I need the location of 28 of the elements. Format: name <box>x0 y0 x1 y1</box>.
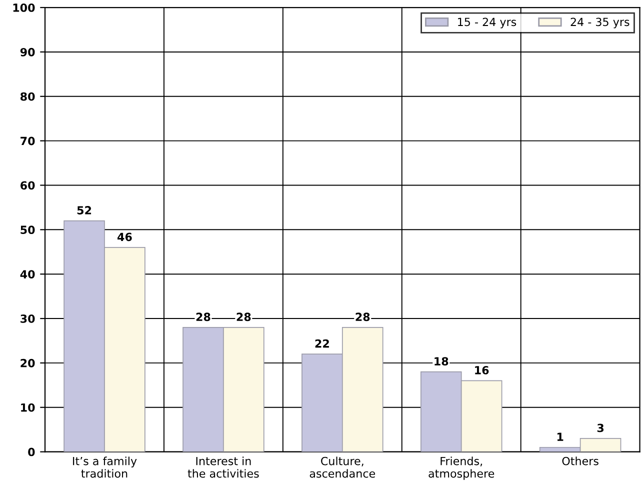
y-tick-label: 30 <box>20 314 35 323</box>
legend-label: 24 - 35 yrs <box>570 18 630 28</box>
y-tick-label: 60 <box>20 181 35 190</box>
x-tick-label: Friends, atmosphere <box>428 456 494 480</box>
y-tick-label: 20 <box>20 358 35 368</box>
y-tick-label: 70 <box>20 136 35 146</box>
y-tick-label: 40 <box>20 270 35 278</box>
legend-label: 15 - 24 yrs <box>458 18 516 28</box>
y-tick-label: 50 <box>20 226 35 234</box>
x-tick-label: Interest in the activities <box>188 456 259 478</box>
data-label: 18 <box>434 357 448 366</box>
data-label: 22 <box>315 339 329 348</box>
data-label: 3 <box>597 424 604 432</box>
data-label: 1 <box>557 432 564 441</box>
data-label: 28 <box>196 312 210 322</box>
y-tick-label: 10 <box>21 403 35 412</box>
data-label: 52 <box>77 206 92 214</box>
data-label: 16 <box>475 366 489 374</box>
y-tick-label: 90 <box>20 48 35 56</box>
data-label: 46 <box>117 232 132 242</box>
x-tick-label: Culture, ascendance <box>310 456 376 478</box>
x-tick-label: It’s a family tradition <box>73 456 137 478</box>
y-tick-label: 0 <box>28 448 35 456</box>
y-tick-label: 80 <box>20 92 35 101</box>
data-label: 28 <box>356 312 370 322</box>
x-tick-label: Others <box>562 456 598 466</box>
y-tick-label: 100 <box>13 4 35 12</box>
data-label: 28 <box>236 312 251 322</box>
